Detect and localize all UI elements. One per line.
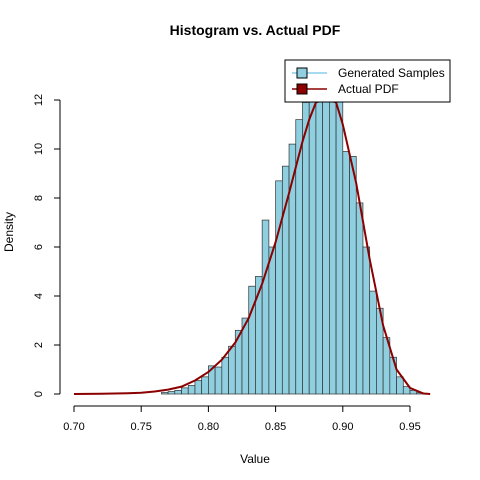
y-tick-label: 2 [33, 342, 45, 348]
chart-title: Histogram vs. Actual PDF [170, 22, 341, 38]
legend-box [284, 59, 451, 103]
histogram-bar [167, 391, 176, 395]
x-axis: 0.70 0.75 0.80 0.85 0.90 0.95 [63, 405, 421, 433]
histogram-bar [308, 99, 317, 395]
histogram-bar [261, 219, 270, 395]
histogram-bar [369, 290, 377, 395]
x-tick-label: 0.70 [63, 421, 84, 433]
y-axis-label: Density [2, 212, 16, 252]
histogram-bar [187, 385, 196, 395]
histogram-bar [302, 102, 310, 395]
legend-swatch-pdf [296, 83, 308, 95]
legend: Generated Samples Actual PDF [284, 59, 451, 103]
x-tick-label: 0.80 [198, 421, 219, 433]
histogram-bars [161, 99, 424, 395]
histogram-bar [181, 387, 189, 395]
legend-label-pdf: Actual PDF [338, 82, 399, 96]
histogram-bar [322, 99, 330, 395]
x-tick-label: 0.90 [332, 421, 353, 433]
histogram-bar [349, 156, 357, 395]
y-tick-label: 0 [33, 391, 45, 397]
x-tick-label: 0.95 [399, 421, 420, 433]
y-tick-label: 4 [33, 293, 45, 299]
y-tick-label: 10 [33, 143, 45, 155]
histogram-bar [355, 202, 364, 395]
histogram-bar [268, 246, 276, 395]
y-tick-label: 8 [33, 195, 45, 201]
x-tick-label: 0.85 [265, 421, 286, 433]
x-axis-label: Value [240, 452, 270, 466]
histogram-bar [335, 99, 344, 395]
histogram-bar [362, 246, 371, 395]
histogram-bar [161, 392, 169, 395]
histogram-bar [342, 151, 350, 395]
histogram-bar [201, 376, 209, 395]
histogram-bar [194, 380, 203, 395]
histogram-bar [214, 366, 223, 395]
pdf-curve [73, 99, 431, 395]
histogram-bar [396, 376, 404, 395]
histogram-bar [174, 389, 182, 395]
y-tick-label: 12 [33, 94, 45, 106]
histogram-bar [221, 356, 229, 395]
histogram-bar [329, 99, 337, 395]
legend-label-samples: Generated Samples [338, 66, 445, 80]
histogram-bar [315, 99, 323, 395]
histogram-bar [228, 345, 236, 395]
histogram-bar [275, 180, 283, 395]
x-tick-label: 0.75 [130, 421, 151, 433]
y-tick-label: 6 [33, 244, 45, 250]
legend-swatch-samples [296, 67, 308, 79]
y-axis: 0 2 4 6 8 10 12 [33, 94, 61, 397]
